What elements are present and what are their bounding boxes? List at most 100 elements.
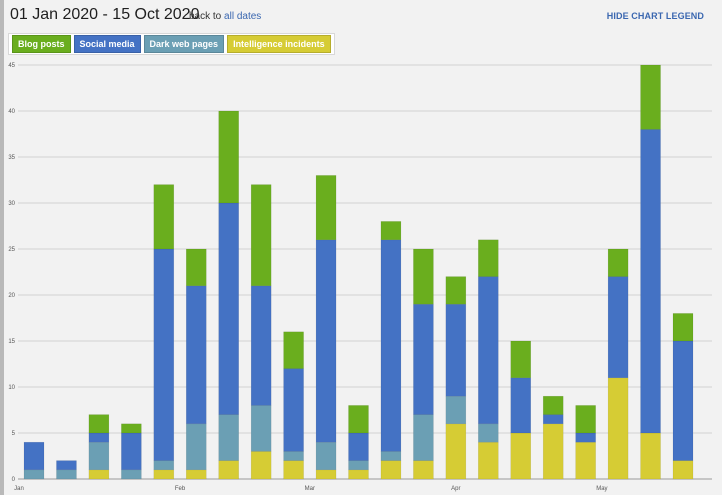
bar-segment bbox=[478, 276, 499, 425]
bar-segment bbox=[445, 423, 467, 480]
bar-segment bbox=[153, 469, 175, 480]
y-tick-label: 10 bbox=[8, 385, 15, 391]
bar-segment bbox=[250, 451, 272, 480]
bar-segment bbox=[672, 313, 694, 342]
bar-segment bbox=[153, 460, 175, 471]
bar-segment bbox=[478, 423, 499, 443]
bar-segment bbox=[88, 469, 110, 480]
bar-segment bbox=[380, 239, 402, 452]
y-tick-label: 15 bbox=[8, 339, 15, 345]
bar-segment bbox=[153, 184, 175, 250]
bar-segment bbox=[640, 64, 661, 130]
bar-segment bbox=[640, 432, 661, 480]
bar-segment bbox=[315, 469, 337, 480]
back-to-all-dates: back to all dates bbox=[189, 11, 261, 22]
x-tick-label: Mar bbox=[305, 486, 315, 492]
bar-segment bbox=[575, 432, 596, 443]
bar-segment bbox=[510, 432, 531, 480]
bar-segment bbox=[121, 469, 142, 480]
bar-segment bbox=[380, 460, 402, 480]
bar-segment bbox=[56, 460, 77, 471]
legend-blog-posts[interactable]: Blog posts bbox=[12, 35, 71, 53]
all-dates-link[interactable]: all dates bbox=[224, 11, 262, 22]
bar-segment bbox=[315, 175, 337, 241]
bar-segment bbox=[121, 432, 142, 471]
bar-segment bbox=[672, 340, 694, 461]
bar-segment bbox=[315, 441, 337, 471]
bar-segment bbox=[218, 202, 239, 415]
back-text: back to bbox=[189, 11, 222, 22]
date-range-title: 01 Jan 2020 - 15 Oct 2020 bbox=[10, 6, 200, 23]
y-tick-label: 25 bbox=[8, 247, 15, 253]
bar-segment bbox=[542, 423, 564, 480]
chart-legend: Blog posts Social media Dark web pages I… bbox=[8, 33, 335, 55]
legend-social-media[interactable]: Social media bbox=[73, 35, 141, 53]
bar-segment bbox=[445, 303, 467, 397]
bar-segment bbox=[88, 414, 110, 434]
bar-segment bbox=[510, 377, 531, 434]
x-tick-label: Jan bbox=[14, 486, 24, 492]
bar-segment bbox=[575, 441, 596, 480]
y-tick-label: 35 bbox=[8, 155, 15, 161]
bar-segment bbox=[348, 460, 369, 471]
bar-segment bbox=[283, 460, 304, 480]
x-tick-label: Feb bbox=[175, 486, 186, 492]
bar-segment bbox=[413, 303, 434, 415]
bar-segment bbox=[186, 248, 207, 287]
left-edge-border bbox=[0, 0, 4, 495]
bar-segment bbox=[672, 460, 694, 480]
bar-segment bbox=[413, 414, 434, 461]
bar-segment bbox=[250, 285, 272, 406]
bar-segment bbox=[283, 451, 304, 461]
bar-segment bbox=[348, 469, 369, 480]
bar-segment bbox=[380, 451, 402, 461]
bar-segment bbox=[250, 184, 272, 287]
bar-segment bbox=[283, 368, 304, 452]
legend-intelligence-incidents[interactable]: Intelligence incidents bbox=[227, 35, 331, 53]
y-tick-label: 30 bbox=[8, 201, 15, 207]
bar-segment bbox=[607, 377, 629, 480]
bar-segment bbox=[56, 469, 77, 480]
y-tick-label: 45 bbox=[8, 63, 15, 69]
bar-segment bbox=[413, 460, 434, 480]
bar-segment bbox=[88, 432, 110, 443]
bar-segment bbox=[542, 414, 564, 425]
hide-chart-legend-button[interactable]: HIDE CHART LEGEND bbox=[606, 11, 704, 21]
y-tick-label: 0 bbox=[12, 477, 16, 483]
bar-segment bbox=[121, 423, 142, 434]
bar-segment bbox=[607, 248, 629, 277]
y-tick-label: 20 bbox=[8, 293, 15, 299]
bar-segment bbox=[283, 331, 304, 369]
bar-segment bbox=[186, 469, 207, 480]
bar-segment bbox=[478, 239, 499, 277]
bar-segment bbox=[348, 432, 369, 461]
y-tick-label: 40 bbox=[8, 109, 15, 115]
bar-segment bbox=[218, 414, 239, 461]
bar-segment bbox=[348, 405, 369, 434]
bar-segment bbox=[542, 395, 564, 415]
stacked-bar-chart: 051015202530354045JanFebMarAprMayJunJulA… bbox=[8, 63, 712, 492]
bar-segment bbox=[88, 441, 110, 471]
y-tick-label: 5 bbox=[12, 431, 16, 437]
x-tick-label: Apr bbox=[451, 486, 460, 492]
bar-segment bbox=[478, 441, 499, 480]
bar-segment bbox=[186, 423, 207, 471]
bar-segment bbox=[445, 395, 467, 425]
bar-segment bbox=[218, 110, 239, 204]
legend-dark-web-pages[interactable]: Dark web pages bbox=[143, 35, 225, 53]
bar-segment bbox=[315, 239, 337, 443]
bar-segment bbox=[445, 276, 467, 305]
bar-segment bbox=[23, 469, 45, 480]
bar-segment bbox=[413, 248, 434, 305]
bar-segment bbox=[186, 285, 207, 425]
bar-segment bbox=[250, 405, 272, 452]
bar-segment bbox=[575, 405, 596, 434]
x-tick-label: May bbox=[596, 486, 607, 492]
bar-segment bbox=[23, 441, 45, 471]
bar-segment bbox=[153, 248, 175, 461]
bar-segment bbox=[607, 276, 629, 379]
bar-segment bbox=[510, 340, 531, 379]
bar-segment bbox=[640, 129, 661, 434]
bar-segment bbox=[380, 221, 402, 241]
bar-segment bbox=[218, 460, 239, 480]
